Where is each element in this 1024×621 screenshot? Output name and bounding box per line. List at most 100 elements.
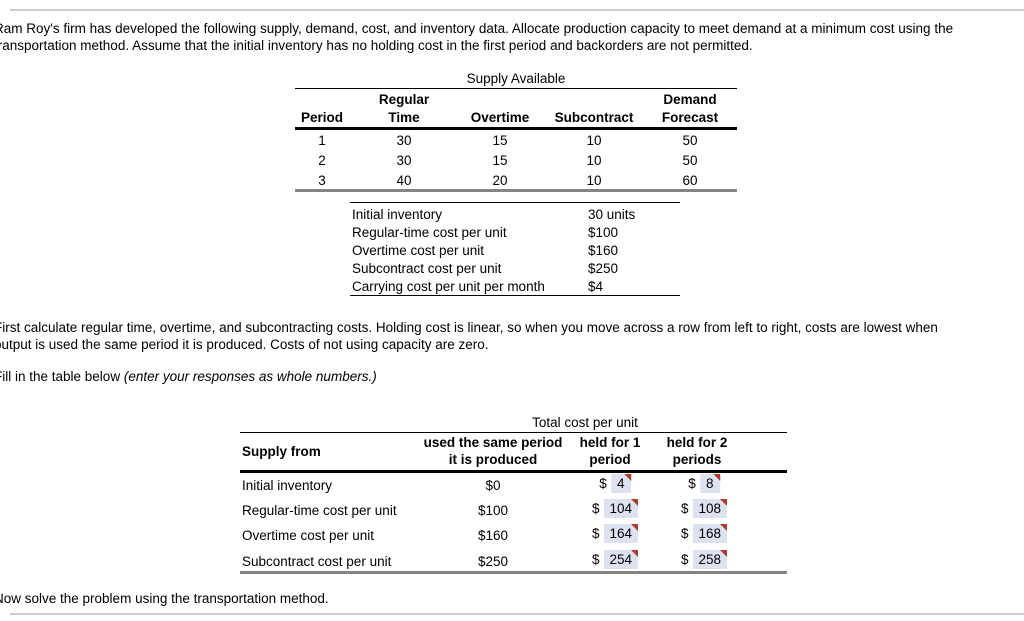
held1-cell: $ 164 <box>591 524 639 543</box>
total-cost-table: Total cost per unit Supply from used the… <box>240 414 787 576</box>
same-period-cost: $250 <box>477 554 509 569</box>
answer-input[interactable]: 168 <box>692 524 728 543</box>
held2-cell: $ 168 <box>680 524 728 543</box>
currency-symbol: $ <box>591 501 600 516</box>
col-header-same-period-2: it is produced <box>448 452 538 467</box>
regular-value: 30 <box>396 153 412 168</box>
answer-input[interactable]: 164 <box>603 524 639 543</box>
fill-prompt: Fill in the table below (enter your resp… <box>0 369 377 384</box>
top-divider <box>10 9 1024 11</box>
answer-input[interactable]: 258 <box>692 550 728 569</box>
regular-value: 40 <box>396 173 412 188</box>
currency-symbol: $ <box>680 501 689 516</box>
col-header-subcontract: Subcontract <box>554 110 634 125</box>
period-value: 1 <box>318 133 326 148</box>
currency-symbol: $ <box>680 526 689 541</box>
col-header-same-period-1: used the same period <box>423 435 563 450</box>
col-header-time: Time <box>388 110 420 125</box>
fact-label: Initial inventory <box>352 207 443 222</box>
currency-symbol: $ <box>591 526 600 541</box>
intro-line-2: transportation method. Assume that the i… <box>0 38 753 53</box>
currency-symbol: $ <box>680 552 689 567</box>
row-label: Initial inventory <box>242 478 333 493</box>
fact-label: Overtime cost per unit <box>352 243 485 258</box>
held1-cell: $ 254 <box>591 550 639 569</box>
fact-value: $250 <box>588 261 619 276</box>
fact-value: $4 <box>588 279 604 294</box>
demand-value: 50 <box>682 133 698 148</box>
col-header-period: Period <box>300 110 344 125</box>
col-header-overtime: Overtime <box>470 110 530 125</box>
held2-cell: $ 258 <box>680 550 728 569</box>
cost-table-header-rule <box>240 470 787 473</box>
supply-available-table: Supply Available Regular Demand Period T… <box>295 70 737 192</box>
same-period-cost: $100 <box>477 503 509 518</box>
overtime-value: 20 <box>492 173 508 188</box>
demand-value: 60 <box>682 173 698 188</box>
footer-instruction: Now solve the problem using the transpor… <box>0 591 329 606</box>
instructions-line-1: First calculate regular time, overtime, … <box>0 320 938 335</box>
row-label: Regular-time cost per unit <box>242 503 397 518</box>
row-label: Subcontract cost per unit <box>242 554 392 569</box>
row-label: Overtime cost per unit <box>242 528 375 543</box>
intro-paragraph: Ram Roy's firm has developed the followi… <box>0 20 953 54</box>
overtime-value: 15 <box>492 133 508 148</box>
held2-cell: $ 8 <box>688 474 720 493</box>
answer-input[interactable]: 8 <box>699 474 720 493</box>
period-value: 3 <box>318 173 326 188</box>
supply-table-bottom-rule <box>295 189 737 192</box>
subcontract-value: 10 <box>586 133 602 148</box>
fact-label: Subcontract cost per unit <box>352 261 502 276</box>
col-header-held2-2: periods <box>672 452 722 467</box>
fact-value: $160 <box>588 243 619 258</box>
answer-value: 164 <box>609 526 633 541</box>
answer-flag-icon <box>631 550 639 557</box>
answer-flag-icon <box>623 474 631 481</box>
answer-input[interactable]: 104 <box>603 499 639 518</box>
held1-cell: $ 104 <box>591 499 639 518</box>
inventory-facts-table: Initial inventory 30 units Regular-time … <box>350 202 680 296</box>
held1-cell: $ 4 <box>599 474 631 493</box>
same-period-cost: $0 <box>485 478 501 493</box>
period-value: 2 <box>318 153 326 168</box>
same-period-cost: $160 <box>477 528 509 543</box>
subcontract-value: 10 <box>586 153 602 168</box>
currency-symbol: $ <box>688 476 696 491</box>
fact-value: $100 <box>588 225 619 240</box>
col-header-held1-2: period <box>589 452 631 467</box>
answer-flag-icon <box>631 499 639 506</box>
answer-value: 254 <box>609 552 633 567</box>
cost-table-bottom-rule <box>240 571 787 574</box>
fact-label: Carrying cost per unit per month <box>352 279 545 294</box>
held2-cell: $ 108 <box>680 499 728 518</box>
instructions-paragraph: First calculate regular time, overtime, … <box>0 319 938 353</box>
answer-value: 8 <box>705 476 714 491</box>
answer-input[interactable]: 108 <box>692 499 728 518</box>
supply-table-title-rule <box>295 88 737 89</box>
answer-flag-icon <box>720 524 728 531</box>
answer-flag-icon <box>631 524 639 531</box>
demand-value: 50 <box>682 153 698 168</box>
fact-label: Regular-time cost per unit <box>352 225 507 240</box>
supply-table-title: Supply Available <box>466 71 566 86</box>
col-header-supply-from: Supply from <box>242 444 321 459</box>
answer-value: 108 <box>698 501 722 516</box>
cost-table-title: Total cost per unit <box>532 415 638 430</box>
cost-table-title-rule <box>240 432 787 433</box>
col-header-forecast: Forecast <box>661 110 719 125</box>
overtime-value: 15 <box>492 153 508 168</box>
answer-input[interactable]: 4 <box>610 474 631 493</box>
fact-value: 30 units <box>588 207 636 222</box>
subcontract-value: 10 <box>586 173 602 188</box>
fill-prompt-italic: (enter your responses as whole numbers.) <box>123 369 377 384</box>
facts-top-rule <box>350 202 680 203</box>
answer-input[interactable]: 254 <box>603 550 639 569</box>
col-header-regular: Regular <box>378 92 430 107</box>
fill-prompt-text: Fill in the table below <box>0 369 124 384</box>
currency-symbol: $ <box>591 552 600 567</box>
answer-value: 168 <box>698 526 722 541</box>
instructions-line-2: output is used the same period it is pro… <box>0 337 489 352</box>
intro-line-1: Ram Roy's firm has developed the followi… <box>0 21 954 36</box>
col-header-held2-1: held for 2 <box>666 435 728 450</box>
